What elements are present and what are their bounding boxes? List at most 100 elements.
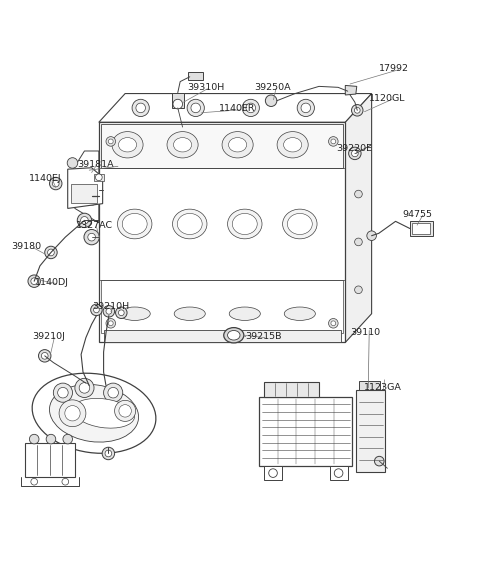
Circle shape: [113, 402, 132, 421]
Text: 1327AC: 1327AC: [76, 221, 113, 230]
Text: 17992: 17992: [379, 64, 409, 73]
Bar: [71, 184, 97, 203]
Ellipse shape: [228, 137, 247, 152]
Ellipse shape: [122, 213, 147, 234]
Text: 39220E: 39220E: [336, 144, 372, 153]
Circle shape: [65, 406, 80, 421]
Circle shape: [52, 180, 59, 187]
Ellipse shape: [229, 307, 260, 320]
Circle shape: [331, 321, 336, 325]
Circle shape: [374, 457, 384, 466]
Bar: [412, 223, 431, 234]
Circle shape: [106, 137, 116, 146]
Ellipse shape: [283, 209, 317, 239]
Ellipse shape: [228, 331, 240, 340]
Circle shape: [31, 278, 37, 284]
Circle shape: [62, 478, 69, 485]
Circle shape: [354, 107, 360, 113]
Bar: [172, 92, 183, 108]
Bar: [24, 443, 75, 478]
Text: 39181A: 39181A: [77, 160, 114, 169]
Ellipse shape: [173, 137, 192, 152]
Ellipse shape: [167, 132, 198, 158]
Ellipse shape: [172, 209, 207, 239]
Ellipse shape: [284, 137, 302, 152]
Ellipse shape: [177, 213, 202, 234]
Ellipse shape: [228, 209, 262, 239]
Circle shape: [118, 406, 128, 417]
Circle shape: [334, 469, 343, 478]
Ellipse shape: [288, 213, 312, 234]
Circle shape: [132, 99, 149, 116]
Polygon shape: [72, 151, 99, 223]
Circle shape: [355, 238, 362, 246]
Circle shape: [84, 230, 99, 245]
Circle shape: [63, 434, 72, 444]
Text: 39180: 39180: [11, 242, 41, 251]
Circle shape: [53, 383, 72, 402]
Circle shape: [108, 388, 119, 398]
Circle shape: [351, 150, 358, 157]
Bar: [329, 466, 348, 481]
Circle shape: [246, 103, 255, 113]
Circle shape: [49, 177, 62, 190]
Text: 39210J: 39210J: [32, 332, 65, 341]
Polygon shape: [345, 86, 357, 95]
Circle shape: [191, 103, 201, 113]
Circle shape: [46, 434, 56, 444]
Circle shape: [79, 382, 90, 393]
Circle shape: [102, 447, 115, 459]
Circle shape: [91, 304, 102, 316]
Bar: [99, 123, 345, 343]
Text: 1123GA: 1123GA: [363, 384, 401, 392]
Circle shape: [269, 469, 277, 478]
Circle shape: [29, 434, 39, 444]
Circle shape: [242, 99, 259, 116]
Text: 94755: 94755: [403, 210, 433, 219]
Circle shape: [115, 400, 136, 421]
Circle shape: [81, 217, 88, 224]
Text: 39310H: 39310H: [187, 83, 225, 92]
Circle shape: [87, 192, 96, 201]
Polygon shape: [68, 168, 103, 209]
Text: 1140EJ: 1140EJ: [29, 174, 62, 183]
Bar: [104, 331, 340, 343]
Circle shape: [28, 275, 40, 287]
Circle shape: [116, 307, 127, 319]
Bar: [359, 381, 380, 390]
Bar: [188, 72, 203, 80]
Circle shape: [367, 231, 376, 241]
Ellipse shape: [32, 373, 156, 453]
Ellipse shape: [119, 307, 150, 320]
Ellipse shape: [224, 328, 244, 343]
Ellipse shape: [119, 137, 137, 152]
Circle shape: [173, 99, 182, 109]
Circle shape: [105, 450, 112, 457]
Circle shape: [48, 249, 54, 256]
Circle shape: [351, 104, 363, 116]
Circle shape: [355, 190, 362, 198]
Bar: [101, 280, 343, 333]
Circle shape: [94, 307, 99, 313]
Bar: [259, 397, 352, 466]
Circle shape: [108, 321, 113, 325]
Bar: [94, 174, 104, 181]
Circle shape: [136, 103, 145, 113]
Ellipse shape: [222, 132, 253, 158]
Circle shape: [59, 400, 86, 427]
Ellipse shape: [232, 213, 257, 234]
Text: 1140ER: 1140ER: [218, 104, 255, 113]
Bar: [101, 124, 343, 168]
Circle shape: [119, 405, 132, 417]
Ellipse shape: [49, 384, 139, 442]
Polygon shape: [345, 93, 372, 343]
Circle shape: [103, 306, 115, 317]
Circle shape: [328, 137, 338, 146]
Circle shape: [106, 308, 112, 314]
Text: 39210H: 39210H: [93, 302, 130, 311]
Text: 1140DJ: 1140DJ: [35, 278, 69, 287]
Circle shape: [106, 319, 116, 328]
Circle shape: [38, 349, 51, 362]
Circle shape: [41, 352, 48, 359]
Bar: [356, 390, 385, 471]
